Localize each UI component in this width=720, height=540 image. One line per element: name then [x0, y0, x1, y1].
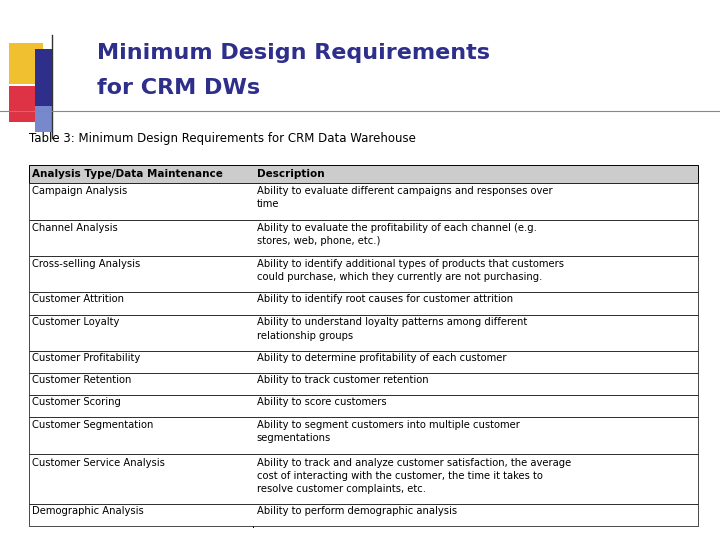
- Bar: [9, 43, 43, 84]
- Text: Table 3: Minimum Design Requirements for CRM Data Warehouse: Table 3: Minimum Design Requirements for…: [29, 132, 415, 145]
- Text: Customer Segmentation: Customer Segmentation: [32, 420, 154, 430]
- Text: Analysis Type/Data Maintenance: Analysis Type/Data Maintenance: [32, 169, 223, 179]
- Text: Ability to track and analyze customer satisfaction, the average
cost of interact: Ability to track and analyze customer sa…: [257, 458, 571, 494]
- Text: for CRM DWs: for CRM DWs: [97, 78, 261, 98]
- Bar: [35, 49, 52, 108]
- Text: Channel Analysis: Channel Analysis: [32, 222, 118, 233]
- Text: Customer Loyalty: Customer Loyalty: [32, 318, 120, 327]
- Text: Minimum Design Requirements: Minimum Design Requirements: [97, 43, 490, 63]
- Text: Customer Service Analysis: Customer Service Analysis: [32, 458, 166, 468]
- Text: Description: Description: [257, 169, 324, 179]
- Bar: [9, 86, 39, 122]
- Text: Customer Retention: Customer Retention: [32, 375, 132, 385]
- Text: Ability to identify root causes for customer attrition: Ability to identify root causes for cust…: [257, 294, 513, 304]
- Text: Ability to perform demographic analysis: Ability to perform demographic analysis: [257, 506, 457, 516]
- Text: Ability to segment customers into multiple customer
segmentations: Ability to segment customers into multip…: [257, 420, 520, 443]
- Text: Ability to understand loyalty patterns among different
relationship groups: Ability to understand loyalty patterns a…: [257, 318, 527, 341]
- Text: Customer Attrition: Customer Attrition: [32, 294, 125, 304]
- Text: Customer Profitability: Customer Profitability: [32, 353, 140, 363]
- Text: Ability to determine profitability of each customer: Ability to determine profitability of ea…: [257, 353, 506, 363]
- Text: Customer Scoring: Customer Scoring: [32, 397, 121, 407]
- Text: Ability to evaluate the profitability of each channel (e.g.
stores, web, phone, : Ability to evaluate the profitability of…: [257, 222, 536, 246]
- Text: Cross-selling Analysis: Cross-selling Analysis: [32, 259, 140, 269]
- Text: Ability to identify additional types of products that customers
could purchase, : Ability to identify additional types of …: [257, 259, 564, 282]
- Bar: [35, 106, 52, 132]
- Text: Ability to track customer retention: Ability to track customer retention: [257, 375, 428, 385]
- Text: Ability to score customers: Ability to score customers: [257, 397, 387, 407]
- Text: Ability to evaluate different campaigns and responses over
time: Ability to evaluate different campaigns …: [257, 186, 552, 210]
- Text: Campaign Analysis: Campaign Analysis: [32, 186, 127, 196]
- Text: Demographic Analysis: Demographic Analysis: [32, 506, 144, 516]
